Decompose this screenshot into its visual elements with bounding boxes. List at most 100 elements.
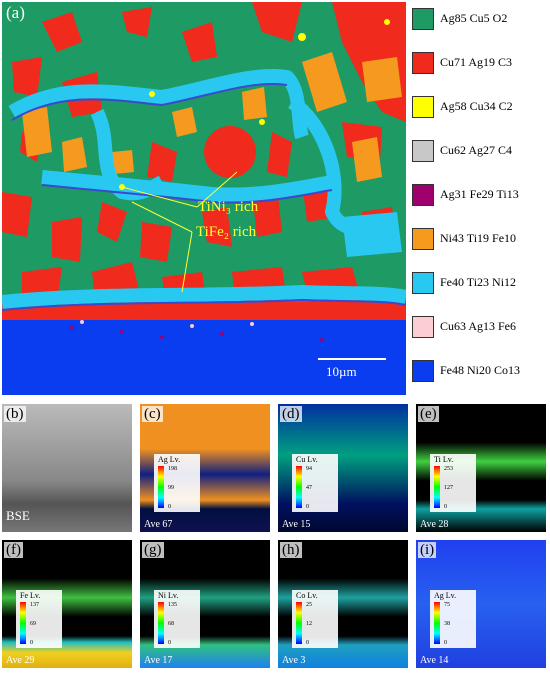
colorbar-tick: 75 xyxy=(444,602,450,608)
colorbar: Cu Lv. 94 47 0 xyxy=(292,454,338,512)
panel-label-a: (a) xyxy=(6,3,25,22)
average-value: Ave 17 xyxy=(144,655,173,666)
colorbar-tick: 0 xyxy=(30,640,33,646)
scale-bar-label: 10µm xyxy=(326,364,357,379)
colorbar: Ti Lv. 253 127 0 xyxy=(430,454,476,512)
colorbar-gradient xyxy=(296,466,302,508)
legend-label: Cu71 Ag19 C3 xyxy=(440,55,513,69)
legend-item: Cu63 Ag13 Fe6 xyxy=(410,316,548,338)
colorbar: Co Lv. 25 12 0 xyxy=(292,590,338,648)
legend-swatch xyxy=(412,228,434,250)
element-map-e: (e) Ti Lv. 253 127 0 Ave 28 xyxy=(416,404,546,532)
panel-label: (h) xyxy=(280,542,302,558)
average-value: Ave 15 xyxy=(282,519,311,530)
legend-item: Cu71 Ag19 C3 xyxy=(410,52,548,74)
element-map-c: (c) Ag Lv. 198 99 0 Ave 67 xyxy=(140,404,270,532)
average-value: Ave 14 xyxy=(420,655,449,666)
colorbar: Fe Lv. 137 69 0 xyxy=(16,590,62,648)
colorbar-tick: 47 xyxy=(306,485,312,491)
panel-label: (d) xyxy=(280,406,302,422)
colorbar-title: Ti Lv. xyxy=(434,455,454,464)
element-map-d: (d) Cu Lv. 94 47 0 Ave 15 xyxy=(278,404,408,532)
scale-bar: 10µm xyxy=(312,354,392,386)
colorbar-tick: 68 xyxy=(168,621,174,627)
legend-item: Ni43 Ti19 Fe10 xyxy=(410,228,548,250)
phase-map: (a) TiNi₃ rich TiFe₂ rich 10µm xyxy=(2,2,406,395)
colorbar-tick: 0 xyxy=(306,640,309,646)
colorbar-gradient xyxy=(158,602,164,644)
colorbar: Ni Lv. 135 68 0 xyxy=(154,590,200,648)
colorbar-tick: 69 xyxy=(30,621,36,627)
colorbar-tick: 38 xyxy=(444,621,450,627)
legend-label: Ag58 Cu34 C2 xyxy=(440,99,513,113)
legend-label: Cu62 Ag27 C4 xyxy=(440,143,513,157)
legend-label: Ag31 Fe29 Ti13 xyxy=(440,187,519,201)
phase-map-graphic xyxy=(2,2,406,395)
legend-swatch xyxy=(412,96,434,118)
legend-item: Fe40 Ti23 Ni12 xyxy=(410,272,548,294)
legend-swatch xyxy=(412,140,434,162)
average-value: Ave 29 xyxy=(6,655,35,666)
legend-item: Fe48 Ni20 Co13 xyxy=(410,360,548,382)
colorbar-tick: 0 xyxy=(168,640,171,646)
tife2-annotation: TiFe₂ rich xyxy=(196,224,257,240)
colorbar-gradient xyxy=(434,602,440,644)
colorbar-title: Ag Lv. xyxy=(158,455,181,464)
legend-swatch xyxy=(412,272,434,294)
legend-item: Ag85 Cu5 O2 xyxy=(410,8,548,30)
average-value: Ave 3 xyxy=(282,655,306,666)
panel-label: (e) xyxy=(418,406,439,422)
colorbar-tick: 198 xyxy=(168,466,177,472)
average-value: Ave 28 xyxy=(420,519,449,530)
colorbar-title: Cu Lv. xyxy=(296,455,318,464)
colorbar-tick: 0 xyxy=(306,504,309,510)
element-map-i: (i) Ag Lv. 75 38 0 Ave 14 xyxy=(416,540,546,668)
colorbar-gradient xyxy=(20,602,26,644)
legend-swatch xyxy=(412,52,434,74)
phase-legend: Ag85 Cu5 O2 Cu71 Ag19 C3 Ag58 Cu34 C2 Cu62 … xyxy=(410,2,548,397)
colorbar-tick: 127 xyxy=(444,485,453,491)
legend-label: Ag85 Cu5 O2 xyxy=(440,11,508,25)
legend-item: Cu62 Ag27 C4 xyxy=(410,140,548,162)
colorbar-tick: 99 xyxy=(168,485,174,491)
legend-label: Ni43 Ti19 Fe10 xyxy=(440,231,517,245)
panel-label: (c) xyxy=(142,406,163,422)
colorbar-gradient xyxy=(158,466,164,508)
colorbar-tick: 25 xyxy=(306,602,312,608)
colorbar-tick: 12 xyxy=(306,621,312,627)
legend-swatch xyxy=(412,8,434,30)
panel-label: (b) xyxy=(4,406,26,422)
colorbar-title: Co Lv. xyxy=(296,591,318,600)
legend-label: Cu63 Ag13 Fe6 xyxy=(440,319,517,333)
bse-tag: BSE xyxy=(6,508,30,523)
colorbar-tick: 137 xyxy=(30,602,39,608)
colorbar-gradient xyxy=(296,602,302,644)
element-map-b: (b) BSE xyxy=(2,404,132,532)
legend-label: Fe48 Ni20 Co13 xyxy=(440,363,521,377)
colorbar-tick: 135 xyxy=(168,602,177,608)
colorbar-tick: 253 xyxy=(444,466,453,472)
legend-swatch xyxy=(412,184,434,206)
element-map-g: (g) Ni Lv. 135 68 0 Ave 17 xyxy=(140,540,270,668)
element-map-f: (f) Fe Lv. 137 69 0 Ave 29 xyxy=(2,540,132,668)
legend-label: Fe40 Ti23 Ni12 xyxy=(440,275,517,289)
legend-item: Ag58 Cu34 C2 xyxy=(410,96,548,118)
colorbar-title: Ni Lv. xyxy=(158,591,179,600)
panel-label: (f) xyxy=(4,542,23,558)
colorbar: Ag Lv. 198 99 0 xyxy=(154,454,200,512)
colorbar-title: Ag Lv. xyxy=(434,591,457,600)
legend-swatch xyxy=(412,316,434,338)
colorbar-tick: 94 xyxy=(306,466,312,472)
colorbar-title: Fe Lv. xyxy=(20,591,41,600)
panel-label: (g) xyxy=(142,542,164,558)
average-value: Ave 67 xyxy=(144,519,173,530)
panel-label: (i) xyxy=(418,542,437,558)
colorbar: Ag Lv. 75 38 0 xyxy=(430,590,476,648)
legend-item: Ag31 Fe29 Ti13 xyxy=(410,184,548,206)
scale-bar-line xyxy=(318,358,386,360)
element-map-h: (h) Co Lv. 25 12 0 Ave 3 xyxy=(278,540,408,668)
colorbar-gradient xyxy=(434,466,440,508)
legend-swatch xyxy=(412,360,434,382)
tini3-annotation: TiNi₃ rich xyxy=(198,199,259,215)
colorbar-tick: 0 xyxy=(444,640,447,646)
